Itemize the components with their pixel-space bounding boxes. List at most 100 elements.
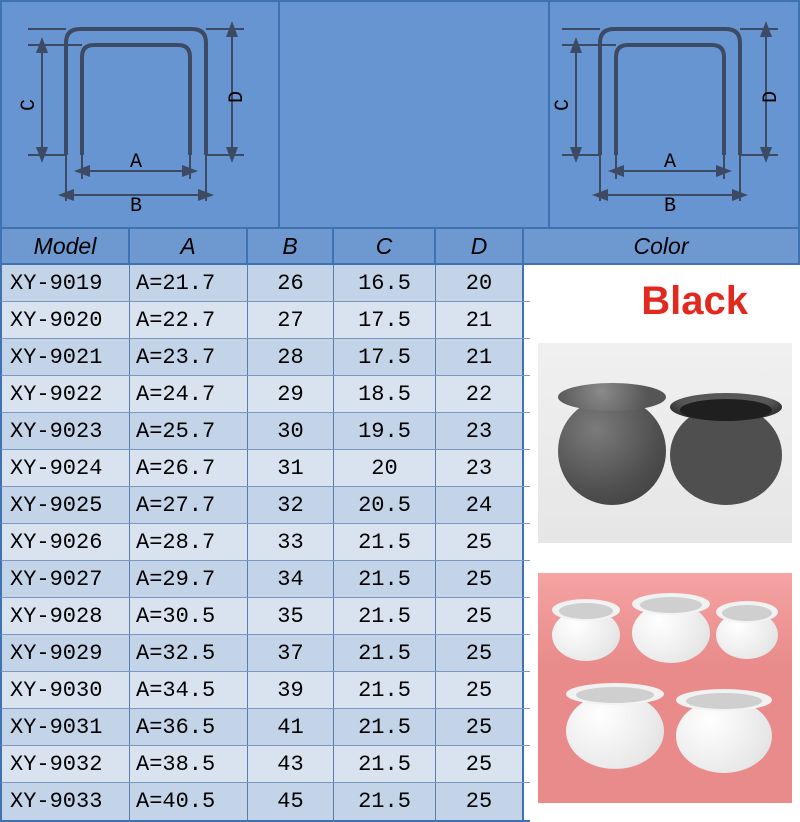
table-body: XY-9019A=21.72616.520XY-9020A=22.72717.5… — [0, 265, 800, 822]
cell-color-spacer — [524, 672, 798, 708]
cell-color-spacer — [524, 746, 798, 782]
dim-label-c: C — [20, 98, 41, 110]
cell-b: 29 — [248, 376, 334, 412]
cell-c: 21.5 — [334, 746, 436, 782]
cell-model: XY-9031 — [2, 709, 130, 745]
cell-a: A=34.5 — [130, 672, 248, 708]
cell-c: 20 — [334, 450, 436, 486]
table-row: XY-9022A=24.72918.522 — [0, 376, 800, 413]
cell-b: 31 — [248, 450, 334, 486]
cell-b: 41 — [248, 709, 334, 745]
table-row: XY-9032A=38.54321.525 — [0, 746, 800, 783]
cell-b: 39 — [248, 672, 334, 708]
cell-b: 33 — [248, 524, 334, 560]
diagram-row: A B C D — [0, 0, 800, 227]
cell-color-spacer — [524, 450, 798, 486]
cell-d: 25 — [436, 672, 524, 708]
cell-color-spacer — [524, 413, 798, 449]
cell-model: XY-9025 — [2, 487, 130, 523]
header-model: Model — [2, 229, 130, 263]
cell-b: 35 — [248, 598, 334, 634]
cell-c: 21.5 — [334, 598, 436, 634]
cell-a: A=23.7 — [130, 339, 248, 375]
diagram-left-cell: A B C D — [2, 2, 280, 227]
cell-c: 16.5 — [334, 265, 436, 301]
cell-b: 37 — [248, 635, 334, 671]
table-row: XY-9020A=22.72717.521 — [0, 302, 800, 339]
cell-d: 21 — [436, 339, 524, 375]
cell-a: A=26.7 — [130, 450, 248, 486]
cell-d: 25 — [436, 561, 524, 597]
cell-a: A=28.7 — [130, 524, 248, 560]
table-row: XY-9029A=32.53721.525 — [0, 635, 800, 672]
cell-color-spacer — [524, 635, 798, 671]
table-row: XY-9021A=23.72817.521 — [0, 339, 800, 376]
cell-c: 17.5 — [334, 339, 436, 375]
cell-d: 25 — [436, 598, 524, 634]
cell-color-spacer — [524, 265, 798, 301]
cell-b: 43 — [248, 746, 334, 782]
header-a: A — [130, 229, 248, 263]
cell-d: 25 — [436, 635, 524, 671]
cell-c: 17.5 — [334, 302, 436, 338]
diagram-right-cell: A B C D — [550, 2, 798, 227]
cell-b: 34 — [248, 561, 334, 597]
cell-d: 20 — [436, 265, 524, 301]
dim-label-c2: C — [554, 98, 575, 110]
cell-color-spacer — [524, 709, 798, 745]
table-row: XY-9024A=26.7312023 — [0, 450, 800, 487]
cell-a: A=38.5 — [130, 746, 248, 782]
header-c: C — [334, 229, 436, 263]
table-row: XY-9026A=28.73321.525 — [0, 524, 800, 561]
cell-d: 23 — [436, 413, 524, 449]
cell-color-spacer — [524, 376, 798, 412]
dim-label-b: B — [130, 195, 142, 215]
table-row: XY-9028A=30.53521.525 — [0, 598, 800, 635]
cell-model: XY-9022 — [2, 376, 130, 412]
cell-a: A=32.5 — [130, 635, 248, 671]
diagram-spacer — [280, 2, 550, 227]
dim-label-a2: A — [664, 151, 676, 174]
cell-model: XY-9021 — [2, 339, 130, 375]
header-d: D — [436, 229, 524, 263]
cell-b: 28 — [248, 339, 334, 375]
table-row: XY-9025A=27.73220.524 — [0, 487, 800, 524]
table-header-row: Model A B C D Color — [0, 227, 800, 265]
cell-c: 21.5 — [334, 561, 436, 597]
cell-color-spacer — [524, 302, 798, 338]
cell-model: XY-9027 — [2, 561, 130, 597]
dim-label-d2: D — [760, 90, 783, 102]
dim-label-a: A — [130, 151, 142, 174]
cell-d: 21 — [436, 302, 524, 338]
cell-d: 24 — [436, 487, 524, 523]
cell-model: XY-9028 — [2, 598, 130, 634]
cell-d: 22 — [436, 376, 524, 412]
cell-model: XY-9019 — [2, 265, 130, 301]
dim-label-b2: B — [664, 195, 676, 215]
table-row: XY-9031A=36.54121.525 — [0, 709, 800, 746]
dim-label-d: D — [226, 90, 249, 102]
cell-c: 21.5 — [334, 635, 436, 671]
cell-a: A=24.7 — [130, 376, 248, 412]
cell-model: XY-9023 — [2, 413, 130, 449]
table-row: XY-9019A=21.72616.520 — [0, 265, 800, 302]
cap-cross-section-diagram: A B C D — [20, 15, 260, 215]
cell-model: XY-9032 — [2, 746, 130, 782]
cell-d: 23 — [436, 450, 524, 486]
cell-a: A=27.7 — [130, 487, 248, 523]
cell-b: 30 — [248, 413, 334, 449]
cell-a: A=21.7 — [130, 265, 248, 301]
cell-c: 21.5 — [334, 672, 436, 708]
spec-sheet: A B C D — [0, 0, 800, 822]
cell-a: A=29.7 — [130, 561, 248, 597]
cell-a: A=25.7 — [130, 413, 248, 449]
cell-color-spacer — [524, 598, 798, 634]
cell-a: A=30.5 — [130, 598, 248, 634]
table-row: XY-9033A=40.54521.525 — [0, 783, 800, 822]
cell-d: 25 — [436, 746, 524, 782]
cell-model: XY-9029 — [2, 635, 130, 671]
cell-d: 25 — [436, 709, 524, 745]
cell-model: XY-9020 — [2, 302, 130, 338]
cell-c: 21.5 — [334, 524, 436, 560]
cell-a: A=22.7 — [130, 302, 248, 338]
